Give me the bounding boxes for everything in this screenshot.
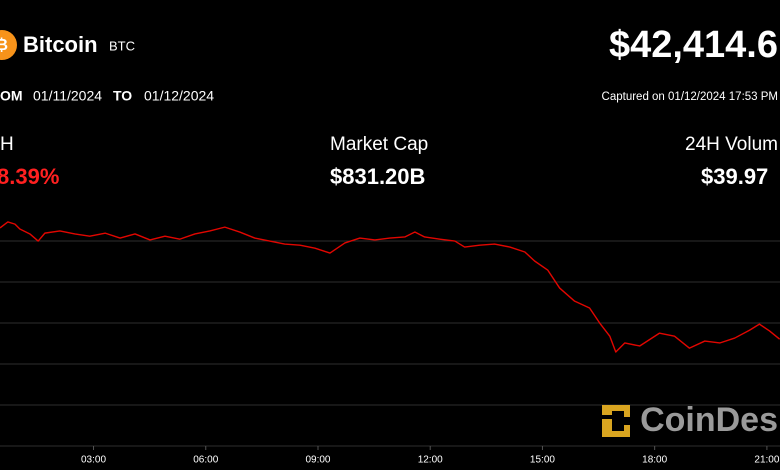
bitcoin-logo-glyph: ₿ bbox=[0, 36, 8, 54]
stat-value: 8.39% bbox=[0, 164, 59, 189]
x-tick-label: 18:00 bbox=[642, 455, 667, 466]
to-label: TO bbox=[113, 88, 132, 104]
x-tick-label: 09:00 bbox=[305, 455, 330, 466]
plot: 03:00 06:00 09:00 12:00 15:00 18:00 21:00 bbox=[0, 221, 780, 466]
asset-symbol: BTC bbox=[109, 38, 135, 53]
x-tick-label: 12:00 bbox=[418, 455, 443, 466]
x-tick-label: 03:00 bbox=[81, 455, 106, 466]
stat-label: Market Cap bbox=[330, 134, 428, 155]
stat-value: $831.20B bbox=[330, 164, 425, 189]
brand-logo bbox=[602, 405, 630, 437]
from-date: 01/11/2024 bbox=[33, 88, 102, 104]
brand-text: CoinDes bbox=[640, 401, 778, 439]
stat-label: 24H Volum bbox=[685, 134, 778, 155]
x-tick-label: 21:00 bbox=[754, 455, 779, 466]
price: $42,414.6 bbox=[609, 24, 778, 66]
x-tick-label: 06:00 bbox=[193, 455, 218, 466]
x-tick-label: 15:00 bbox=[530, 455, 555, 466]
from-label: OM bbox=[0, 88, 23, 104]
stat-label: H bbox=[0, 134, 14, 155]
bitcoin-logo bbox=[0, 30, 17, 60]
to-date: 01/12/2024 bbox=[144, 88, 214, 104]
price-line bbox=[0, 221, 780, 353]
stat-value: $39.97 bbox=[701, 164, 768, 189]
asset-name: Bitcoin bbox=[23, 32, 98, 57]
captured: Captured on 01/12/2024 17:53 PM bbox=[602, 91, 778, 103]
